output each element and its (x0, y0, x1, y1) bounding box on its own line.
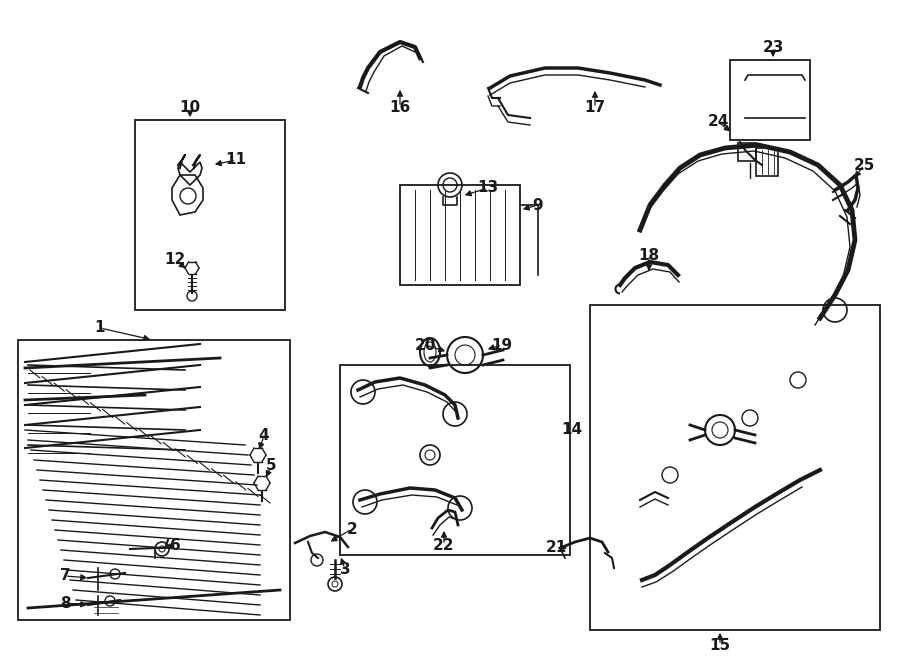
Text: 24: 24 (707, 114, 729, 130)
Bar (590, 305, 880, 630)
Bar (738, 143, 756, 161)
Text: 1: 1 (94, 321, 105, 336)
Text: 21: 21 (545, 541, 567, 555)
Text: 9: 9 (533, 198, 544, 212)
Text: 15: 15 (709, 637, 731, 652)
Text: 23: 23 (762, 40, 784, 54)
Text: 13: 13 (477, 180, 499, 196)
Text: 3: 3 (339, 561, 350, 576)
Text: 7: 7 (59, 568, 70, 584)
Text: 12: 12 (165, 253, 185, 268)
Text: 8: 8 (59, 596, 70, 611)
Text: 10: 10 (179, 100, 201, 116)
Text: 2: 2 (346, 522, 357, 537)
Bar (756, 148, 778, 176)
Text: 22: 22 (433, 537, 454, 553)
Bar (18, 340, 290, 620)
Bar (135, 120, 285, 310)
Text: 4: 4 (258, 428, 269, 444)
Text: 5: 5 (266, 459, 276, 473)
Bar (340, 365, 570, 555)
Text: 16: 16 (390, 100, 410, 114)
Text: 20: 20 (414, 338, 436, 352)
Text: 25: 25 (853, 157, 875, 173)
Text: 17: 17 (584, 100, 606, 116)
Text: 6: 6 (169, 537, 180, 553)
Bar (730, 60, 810, 140)
Text: 18: 18 (638, 247, 660, 262)
Text: 11: 11 (226, 153, 247, 167)
Bar (400, 185, 520, 285)
Text: 19: 19 (491, 338, 513, 352)
Text: 14: 14 (562, 422, 582, 438)
